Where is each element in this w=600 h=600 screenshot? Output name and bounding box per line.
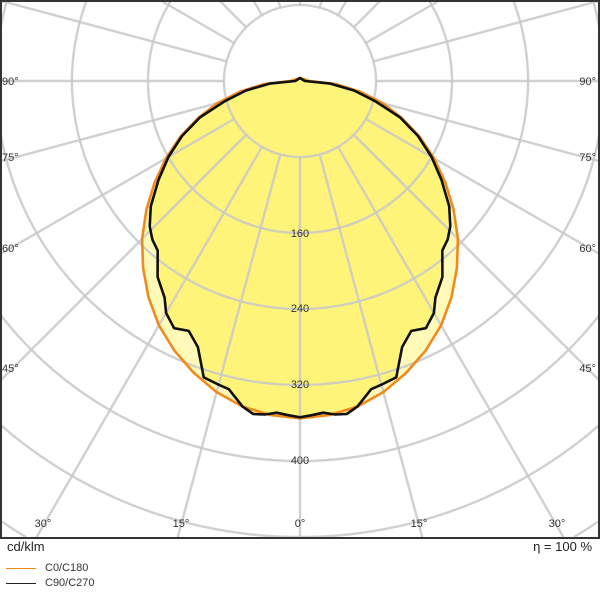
grid-radial-150 xyxy=(336,0,348,16)
grid-radial-75 xyxy=(373,99,600,163)
angle-label-left-45: 45° xyxy=(2,363,19,375)
grid-radial-105 xyxy=(373,0,600,63)
grid-radial-165 xyxy=(318,0,323,8)
angle-label-bottom-30-right: 30° xyxy=(549,518,566,530)
grid-radial-210 xyxy=(252,0,264,16)
angle-label-left-60: 60° xyxy=(2,243,19,255)
angle-label-right-90: 90° xyxy=(579,76,596,88)
grid-radial-135 xyxy=(352,0,382,29)
grid-radial-285 xyxy=(0,99,227,163)
grid-circle-320 xyxy=(592,1,600,31)
grid-radial-195 xyxy=(277,0,282,8)
polar-chart: 160 240 320 400 90° 75° 60° 45° 90° 75° … xyxy=(0,0,600,539)
polar-chart-svg: 160 240 320 400 90° 75° 60° 45° 90° 75° … xyxy=(0,0,600,539)
grid-circle-320 xyxy=(0,1,8,31)
grid-radial-120 xyxy=(365,0,441,45)
grid-radial-60 xyxy=(365,117,600,256)
legend-swatch-black xyxy=(6,582,36,584)
grid-radial-45 xyxy=(352,133,600,382)
grid-radial-15 xyxy=(318,154,424,539)
angle-label-left-90: 90° xyxy=(2,76,19,88)
radial-label-240: 240 xyxy=(291,303,309,315)
legend-label: C90/C270 xyxy=(45,577,95,589)
legend-swatch-orange xyxy=(6,567,36,569)
grid-radial-255 xyxy=(0,0,227,63)
angle-label-bottom-30-left: 30° xyxy=(35,518,52,530)
angle-label-bottom-0: 0° xyxy=(295,518,306,530)
grid-circle-560 xyxy=(1,521,27,539)
grid-radial-330 xyxy=(34,146,264,539)
series-line-C90-C270 xyxy=(148,76,452,419)
grid-radial-225 xyxy=(218,0,248,29)
angle-label-right-75: 75° xyxy=(579,152,596,164)
angle-label-right-45: 45° xyxy=(579,363,596,375)
legend-item-c90-c270: C90/C270 xyxy=(6,577,95,589)
grid-radial-240 xyxy=(159,0,235,45)
efficiency-label: η = 100 % xyxy=(533,539,592,554)
radial-label-400: 400 xyxy=(291,455,309,467)
radial-label-160: 160 xyxy=(291,228,309,240)
unit-label: cd/klm xyxy=(7,539,45,554)
grid-radial-345 xyxy=(176,154,282,539)
legend-label: C0/C180 xyxy=(45,562,89,574)
legend-item-c0-c180: C0/C180 xyxy=(6,562,88,574)
radial-label-320: 320 xyxy=(291,379,309,391)
grid-circle-560 xyxy=(573,521,599,539)
grid-radial-300 xyxy=(0,117,235,256)
grid-radial-315 xyxy=(0,133,248,382)
angle-label-right-60: 60° xyxy=(579,243,596,255)
grid-radial-30 xyxy=(336,146,566,539)
angle-label-bottom-15-right: 15° xyxy=(411,518,428,530)
angle-label-bottom-15-left: 15° xyxy=(173,518,190,530)
angle-label-left-75: 75° xyxy=(2,152,19,164)
